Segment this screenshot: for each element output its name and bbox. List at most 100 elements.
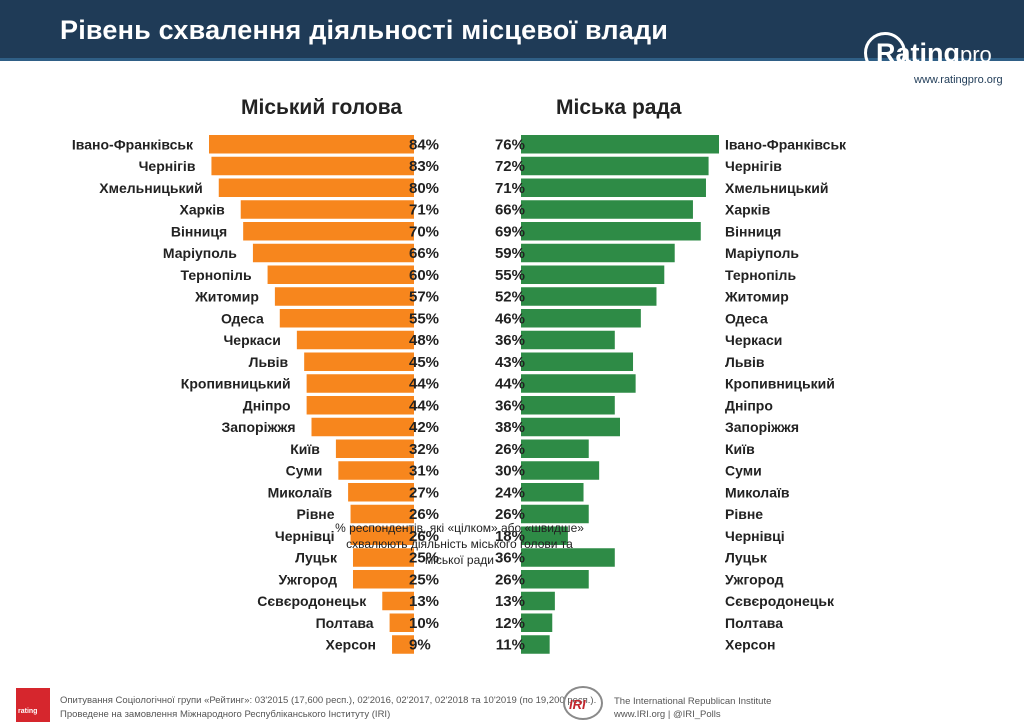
- mayor-bar: [392, 635, 414, 654]
- mayor-category-label: Суми: [286, 463, 323, 479]
- mayor-value-label: 26%: [409, 528, 439, 545]
- logo-brand: Rating: [876, 38, 960, 68]
- council-value-label: 46%: [495, 310, 525, 327]
- mayor-bar: [274, 287, 414, 306]
- mayor-value-label: 44%: [409, 376, 439, 393]
- mayor-value-label: 66%: [409, 245, 439, 262]
- council-category-label: Київ: [725, 441, 755, 457]
- logo-circle-icon: [864, 32, 906, 74]
- council-chart-title: Міська рада: [556, 96, 682, 119]
- mayor-category-label: Чернівці: [275, 528, 335, 544]
- council-bar: [521, 309, 641, 328]
- council-bar: [521, 200, 693, 219]
- council-bar: [521, 243, 675, 263]
- logo-brand-suffix: pro: [960, 42, 992, 67]
- council-category-label: Харків: [725, 202, 771, 218]
- mayor-value-label: 13%: [409, 593, 439, 610]
- council-category-label: Сєвєродонецьк: [725, 593, 835, 609]
- mayor-value-label: 57%: [409, 289, 439, 306]
- mayor-value-label: 71%: [409, 202, 439, 219]
- council-value-label: 43%: [495, 354, 525, 371]
- council-value-label: 44%: [495, 376, 525, 393]
- council-category-label: Тернопіль: [725, 267, 796, 283]
- council-value-label: 66%: [495, 202, 525, 219]
- logo-wordmark: Ratingpro: [876, 38, 992, 69]
- council-value-label: 36%: [495, 550, 525, 567]
- council-value-label: 76%: [495, 136, 525, 153]
- mayor-value-label: 45%: [409, 354, 439, 371]
- mayor-bar: [252, 243, 414, 263]
- mayor-category-label: Тернопіль: [181, 267, 252, 283]
- council-bar: [521, 613, 553, 632]
- mayor-bar: [338, 461, 414, 480]
- mayor-bar: [350, 504, 414, 524]
- iri-info: The International Republican Institute w…: [614, 695, 771, 721]
- mayor-value-label: 44%: [409, 397, 439, 414]
- council-value-label: 71%: [495, 180, 525, 197]
- footer-source-line2: Проведене на замовлення Міжнародного Рес…: [60, 709, 391, 720]
- mayor-bar: [211, 156, 414, 176]
- mayor-bar: [352, 548, 414, 567]
- mayor-value-label: 60%: [409, 267, 439, 284]
- mayor-category-label: Рівне: [296, 506, 334, 522]
- council-value-label: 55%: [495, 267, 525, 284]
- mayor-bar: [279, 309, 414, 328]
- council-category-label: Миколаїв: [725, 484, 790, 500]
- mayor-category-label: Чернігів: [139, 158, 196, 174]
- mayor-value-label: 26%: [409, 506, 439, 523]
- mayor-value-label: 83%: [409, 158, 439, 175]
- council-value-label: 11%: [496, 637, 525, 654]
- iri-links[interactable]: www.IRI.org | @IRI_Polls: [614, 709, 721, 720]
- mayor-category-label: Маріуполь: [163, 245, 237, 261]
- council-value-label: 38%: [495, 419, 525, 436]
- mayor-bar: [243, 222, 414, 241]
- council-value-label: 18%: [495, 528, 525, 545]
- mayor-bar: [352, 570, 414, 589]
- council-bar: [521, 396, 615, 415]
- logo-url[interactable]: www.ratingpro.org: [914, 74, 1003, 86]
- mayor-category-label: Львів: [249, 354, 289, 370]
- mayor-category-label: Хмельницький: [99, 180, 202, 196]
- council-category-label: Кропивницький: [725, 376, 835, 392]
- council-bar: [521, 374, 636, 393]
- council-bar: [521, 461, 600, 480]
- mayor-value-label: 70%: [409, 223, 439, 240]
- council-bar: [521, 526, 568, 545]
- council-bar: [521, 548, 615, 567]
- council-category-label: Івано-Франківськ: [725, 136, 847, 152]
- footer-source: Опитування Соціологічної групи «Рейтинг»…: [60, 694, 596, 722]
- mayor-bar: [304, 352, 414, 371]
- mayor-category-label: Кропивницький: [181, 376, 291, 392]
- council-bar: [521, 287, 657, 306]
- mayor-category-label: Ужгород: [279, 571, 338, 587]
- council-value-label: 52%: [495, 289, 525, 306]
- mayor-value-label: 48%: [409, 332, 439, 349]
- header-stripe: [0, 58, 1024, 61]
- mayor-value-label: 9%: [409, 637, 431, 654]
- mayor-value-label: 25%: [409, 571, 439, 588]
- council-category-label: Маріуполь: [725, 245, 799, 261]
- council-bar: [521, 222, 701, 241]
- council-value-label: 13%: [495, 593, 525, 610]
- mayor-category-label: Миколаїв: [268, 484, 333, 500]
- council-category-label: Черкаси: [725, 332, 782, 348]
- council-bar: [521, 352, 634, 371]
- council-category-label: Рівне: [725, 506, 763, 522]
- mayor-category-label: Херсон: [326, 637, 376, 653]
- mayor-category-label: Вінниця: [171, 223, 227, 239]
- council-bar: [521, 635, 550, 654]
- council-bar: [521, 265, 665, 284]
- mayor-category-label: Сєвєродонецьк: [257, 593, 367, 609]
- council-value-label: 24%: [495, 484, 525, 501]
- council-value-label: 12%: [495, 615, 525, 632]
- iri-globe-icon: [563, 686, 603, 720]
- mayor-category-label: Черкаси: [223, 332, 280, 348]
- mayor-bar: [389, 613, 414, 632]
- page-title: Рівень схвалення діяльності місцевої вла…: [60, 15, 669, 45]
- council-category-label: Ужгород: [725, 571, 784, 587]
- council-value-label: 59%: [495, 245, 525, 262]
- mayor-bar: [306, 374, 414, 393]
- mayor-bar: [348, 483, 414, 502]
- mayor-bar: [306, 396, 414, 415]
